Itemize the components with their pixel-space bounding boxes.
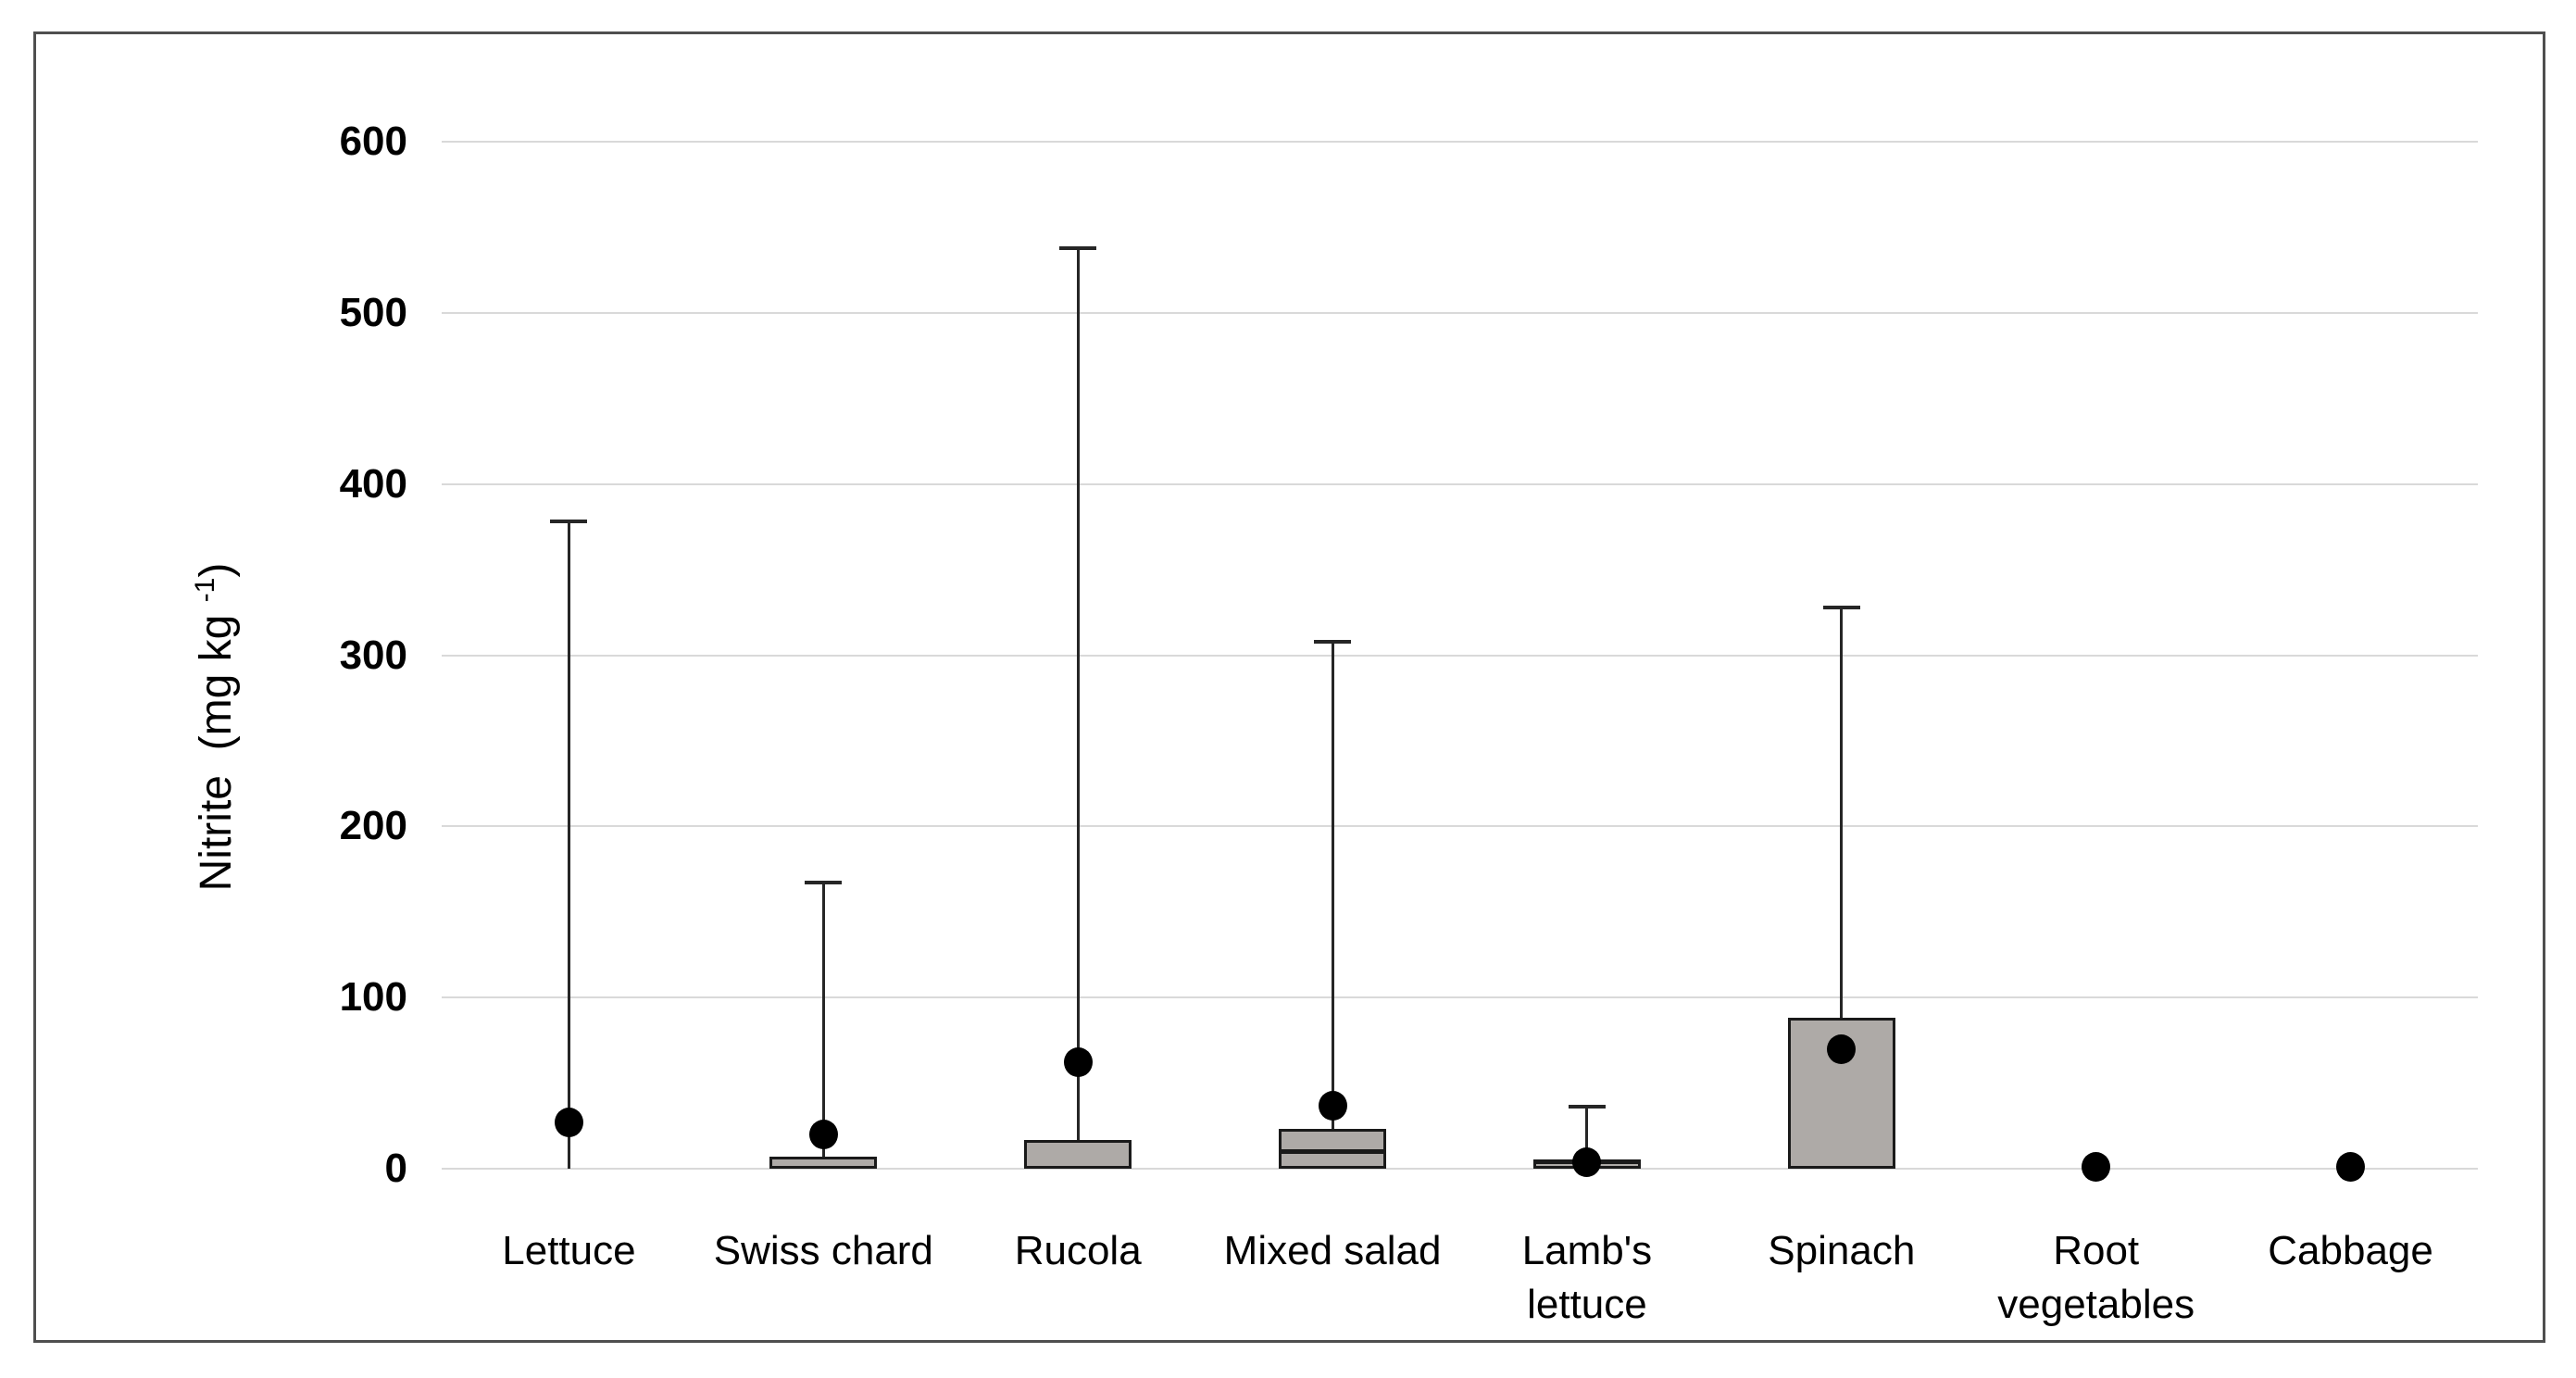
whisker <box>1840 607 1844 1019</box>
category-label-line: Cabbage <box>2268 1228 2433 1273</box>
category-label: Lettuce <box>441 1224 696 1278</box>
whisker-cap <box>1568 1105 1606 1109</box>
gridline-500 <box>442 311 2478 314</box>
whisker <box>821 883 825 1158</box>
gridline-600 <box>442 141 2478 143</box>
mean-dot <box>554 1108 583 1138</box>
whisker <box>1076 247 1080 1140</box>
whisker-cap <box>1822 605 1860 609</box>
y-tick-label-600: 600 <box>339 119 407 164</box>
mean-dot <box>1572 1146 1602 1177</box>
category-label: Mixed salad <box>1205 1224 1460 1278</box>
whisker <box>1331 641 1334 1130</box>
gridline-200 <box>442 825 2478 828</box>
mean-dot <box>2082 1152 2111 1183</box>
gridline-300 <box>442 654 2478 657</box>
y-axis-title: Nitrite (mg kg -1) <box>180 310 241 1144</box>
mean-dot <box>808 1120 838 1150</box>
category-label-line: Root <box>2053 1228 2140 1273</box>
y-axis-title-close: ) <box>192 562 241 578</box>
whisker <box>1585 1107 1589 1160</box>
y-tick-label-0: 0 <box>384 1146 407 1191</box>
y-axis-title-superscript: -1 <box>190 577 220 603</box>
category-label-line: Rucola <box>1014 1228 1142 1273</box>
category-label: Root vegetables <box>1969 1224 2224 1332</box>
whisker-cap <box>1059 245 1097 250</box>
whisker-cap <box>550 520 588 524</box>
category-label-line: Spinach <box>1768 1228 1916 1273</box>
y-tick-label-200: 200 <box>339 803 407 849</box>
mean-dot <box>2336 1152 2366 1183</box>
y-tick-label-500: 500 <box>339 289 407 335</box>
category-label-line: lettuce <box>1527 1282 1647 1327</box>
median-line <box>1279 1149 1387 1155</box>
figure-border <box>33 31 2545 1343</box>
category-label: Swiss chard <box>695 1224 951 1278</box>
y-tick-label-300: 300 <box>339 632 407 678</box>
gridline-0 <box>442 1168 2478 1170</box>
mean-dot <box>1318 1090 1347 1121</box>
category-label-line: Swiss chard <box>713 1228 933 1273</box>
gridline-100 <box>442 996 2478 999</box>
category-label-line: Lamb's <box>1521 1228 1653 1273</box>
category-label: Cabbage <box>2223 1224 2479 1278</box>
box <box>1024 1139 1132 1169</box>
whisker-cap <box>1314 639 1352 644</box>
category-label-line: Mixed salad <box>1223 1228 1442 1273</box>
y-tick-label-400: 400 <box>339 460 407 507</box>
category-label-line: Lettuce <box>502 1228 636 1273</box>
y-axis-title-text: Nitrite (mg kg <box>192 602 241 892</box>
gridline-400 <box>442 482 2478 485</box>
category-label: Spinach <box>1714 1224 1970 1278</box>
category-label: Lamb's lettuce <box>1459 1224 1715 1332</box>
mean-dot <box>1063 1047 1093 1078</box>
box <box>1279 1129 1387 1169</box>
whisker-cap <box>805 881 843 885</box>
whisker <box>567 521 570 1169</box>
y-tick-label-100: 100 <box>339 974 407 1021</box>
mean-dot <box>1827 1034 1857 1064</box>
category-label-line: vegetables <box>1997 1282 2195 1327</box>
category-label: Rucola <box>950 1224 1206 1278</box>
box <box>769 1157 878 1169</box>
